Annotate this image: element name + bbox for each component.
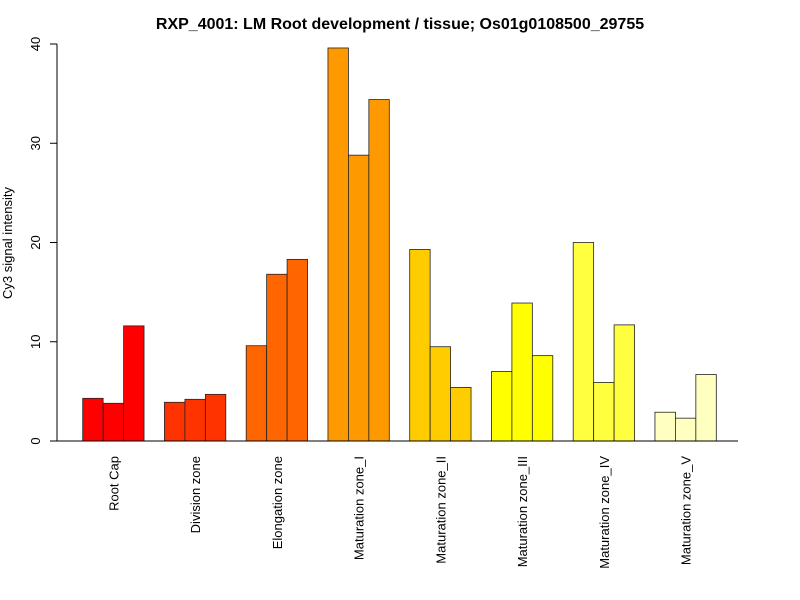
bar (123, 325, 145, 442)
x-tick-label: Elongation zone (270, 456, 285, 549)
bar (511, 302, 533, 442)
bar (491, 371, 513, 442)
x-tick-label: Division zone (188, 456, 203, 533)
bar (82, 397, 104, 442)
y-tick-label: 0 (28, 437, 43, 444)
bar (327, 47, 349, 442)
x-tick-label: Maturation zone_II (433, 456, 448, 564)
x-tick-label: Maturation zone_V (679, 456, 694, 565)
bar (266, 273, 288, 442)
y-tick-label: 10 (28, 335, 43, 349)
y-tick-label: 30 (28, 136, 43, 150)
bar (347, 154, 370, 442)
bar (286, 258, 308, 442)
bar (675, 417, 697, 442)
y-axis-label: Cy3 signal intensity (0, 187, 15, 299)
bar (164, 401, 186, 442)
bar (368, 99, 390, 442)
x-tick-label: Maturation zone_I (352, 456, 367, 560)
bar (572, 242, 595, 442)
bar (695, 374, 717, 442)
bar (429, 346, 451, 442)
bar (102, 402, 125, 442)
bar (409, 249, 431, 442)
bar (531, 355, 554, 442)
y-axis: 0 10 20 30 40 (28, 37, 58, 445)
x-tick-label: Maturation zone_IV (597, 456, 612, 569)
bar (593, 382, 615, 442)
bar (204, 393, 227, 442)
bar (613, 324, 635, 442)
x-axis: Root Cap Division zone Elongation zone Matu… (57, 440, 738, 569)
bars (82, 47, 717, 442)
chart-title: RXP_4001: LM Root development / tissue; … (156, 16, 644, 33)
bar (184, 398, 206, 442)
bar (245, 345, 268, 442)
x-tick-label: Root Cap (106, 456, 121, 511)
y-tick-label: 40 (28, 37, 43, 51)
x-tick-label: Maturation zone_III (515, 456, 530, 567)
bar (450, 387, 472, 442)
bar (654, 411, 676, 442)
y-tick-label: 20 (28, 235, 43, 249)
